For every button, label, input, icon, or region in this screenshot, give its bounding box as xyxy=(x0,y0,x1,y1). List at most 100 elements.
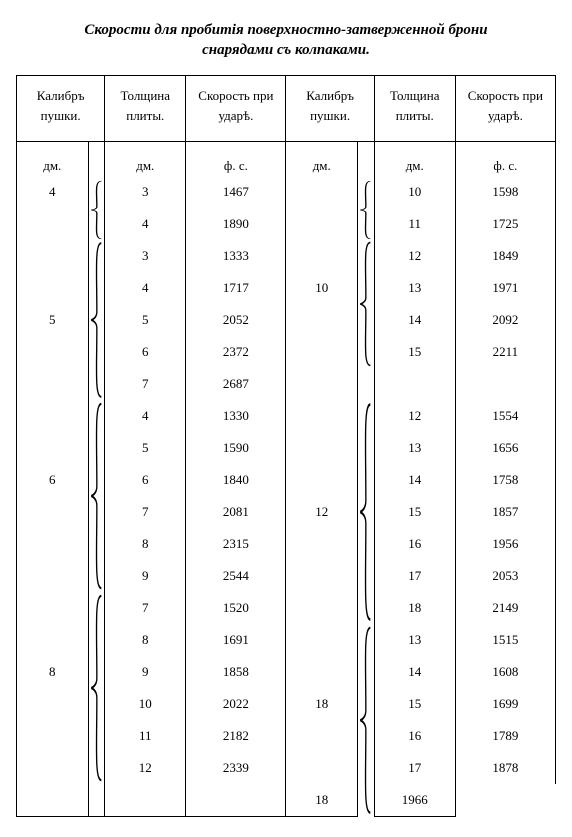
cell-thickness: 18 xyxy=(286,784,358,817)
cell-thickness: 4 xyxy=(105,400,186,432)
cell-caliber xyxy=(17,272,89,304)
cell-caliber xyxy=(286,560,358,592)
cell-velocity: 2372 xyxy=(186,336,286,368)
cell-thickness: 13 xyxy=(374,272,455,304)
unit-cal-right: дм. xyxy=(286,142,358,181)
brace-icon xyxy=(358,368,375,400)
cell-thickness: 3 xyxy=(105,180,186,208)
cell-thickness: 15 xyxy=(374,688,455,720)
cell-caliber xyxy=(17,208,89,240)
title-line-2: снарядами съ колпаками. xyxy=(202,42,370,58)
cell-thickness: 8 xyxy=(105,624,186,656)
cell-velocity: 1840 xyxy=(186,464,286,496)
cell-thickness: 16 xyxy=(374,720,455,752)
cell-caliber xyxy=(286,240,358,272)
cell-caliber xyxy=(17,784,89,817)
cell-thickness: 17 xyxy=(374,752,455,784)
cell-velocity: 2081 xyxy=(186,496,286,528)
cell-thickness: 4 xyxy=(105,208,186,240)
cell-velocity: 1333 xyxy=(186,240,286,272)
brace-icon xyxy=(88,400,105,592)
cell-thickness: 15 xyxy=(374,496,455,528)
brace-icon xyxy=(358,400,375,624)
cell-caliber xyxy=(286,592,358,624)
cell-velocity: 1890 xyxy=(186,208,286,240)
cell-velocity: 1691 xyxy=(186,624,286,656)
cell-thickness: 7 xyxy=(105,592,186,624)
cell-caliber xyxy=(17,336,89,368)
cell-caliber xyxy=(286,752,358,784)
cell-velocity: 1758 xyxy=(455,464,555,496)
table-row: 31333121849 xyxy=(17,240,556,272)
cell-caliber xyxy=(17,560,89,592)
cell-velocity xyxy=(455,368,555,400)
cell-velocity: 2052 xyxy=(186,304,286,336)
cell-thickness: 11 xyxy=(105,720,186,752)
brace-icon xyxy=(88,180,105,240)
cell-velocity xyxy=(105,784,186,817)
cell-thickness: 13 xyxy=(374,432,455,464)
cell-thickness: 14 xyxy=(374,304,455,336)
header-caliber-right: Калибръпушки. xyxy=(286,75,374,142)
cell-caliber xyxy=(17,496,89,528)
cell-velocity: 1956 xyxy=(455,528,555,560)
cell-velocity: 2053 xyxy=(455,560,555,592)
cell-thickness: 8 xyxy=(105,528,186,560)
cell-velocity: 1590 xyxy=(186,432,286,464)
cell-velocity: 1966 xyxy=(374,784,455,817)
cell-caliber xyxy=(286,656,358,688)
cell-thickness: 6 xyxy=(105,464,186,496)
cell-thickness: 9 xyxy=(105,656,186,688)
cell-thickness: 12 xyxy=(374,400,455,432)
cell-caliber xyxy=(286,400,358,432)
cell-thickness: 5 xyxy=(105,432,186,464)
header-thickness-right: Толщинаплиты. xyxy=(374,75,455,142)
cell-velocity: 2149 xyxy=(455,592,555,624)
cell-velocity: 1849 xyxy=(455,240,555,272)
cell-velocity: 1789 xyxy=(455,720,555,752)
cell-thickness: 11 xyxy=(374,208,455,240)
cell-velocity: 1515 xyxy=(455,624,555,656)
cell-caliber xyxy=(17,400,89,432)
cell-caliber: 8 xyxy=(17,656,89,688)
cell-velocity: 1598 xyxy=(455,180,555,208)
brace-icon xyxy=(358,240,375,368)
cell-caliber: 4 xyxy=(17,180,89,208)
cell-caliber xyxy=(186,784,286,817)
cell-thickness: 18 xyxy=(374,592,455,624)
cell-caliber xyxy=(17,432,89,464)
cell-caliber: 18 xyxy=(286,688,358,720)
cell-caliber xyxy=(17,368,89,400)
unit-vel-left: ф. с. xyxy=(186,142,286,181)
cell-caliber xyxy=(17,720,89,752)
cell-velocity: 2339 xyxy=(186,752,286,784)
brace-icon xyxy=(358,180,375,240)
cell-velocity: 1330 xyxy=(186,400,286,432)
cell-caliber: 5 xyxy=(17,304,89,336)
cell-caliber xyxy=(17,752,89,784)
cell-caliber xyxy=(17,624,89,656)
cell-thickness: 16 xyxy=(374,528,455,560)
header-velocity-right: Скорость приударѣ. xyxy=(455,75,555,142)
cell-velocity: 1554 xyxy=(455,400,555,432)
cell-velocity: 1699 xyxy=(455,688,555,720)
cell-velocity: 1725 xyxy=(455,208,555,240)
cell-velocity: 1857 xyxy=(455,496,555,528)
cell-velocity: 1520 xyxy=(186,592,286,624)
header-thickness-left: Толщинаплиты. xyxy=(105,75,186,142)
table-body: дм.дм.ф. с.дм.дм.ф. с.431467101598418901… xyxy=(17,142,556,817)
cell-thickness: 9 xyxy=(105,560,186,592)
cell-caliber xyxy=(286,368,358,400)
cell-thickness: 13 xyxy=(374,624,455,656)
cell-velocity: 2022 xyxy=(186,688,286,720)
cell-velocity: 1467 xyxy=(186,180,286,208)
cell-caliber xyxy=(286,336,358,368)
cell-thickness: 10 xyxy=(105,688,186,720)
cell-caliber xyxy=(286,180,358,208)
cell-thickness: 17 xyxy=(374,560,455,592)
cell-thickness: 7 xyxy=(105,368,186,400)
cell-caliber xyxy=(286,304,358,336)
penetration-table: Калибръпушки. Толщинаплиты. Скорость при… xyxy=(16,75,556,818)
cell-velocity: 1858 xyxy=(186,656,286,688)
title-line-1: Скорости для пробитія поверхностно-затве… xyxy=(84,22,487,38)
